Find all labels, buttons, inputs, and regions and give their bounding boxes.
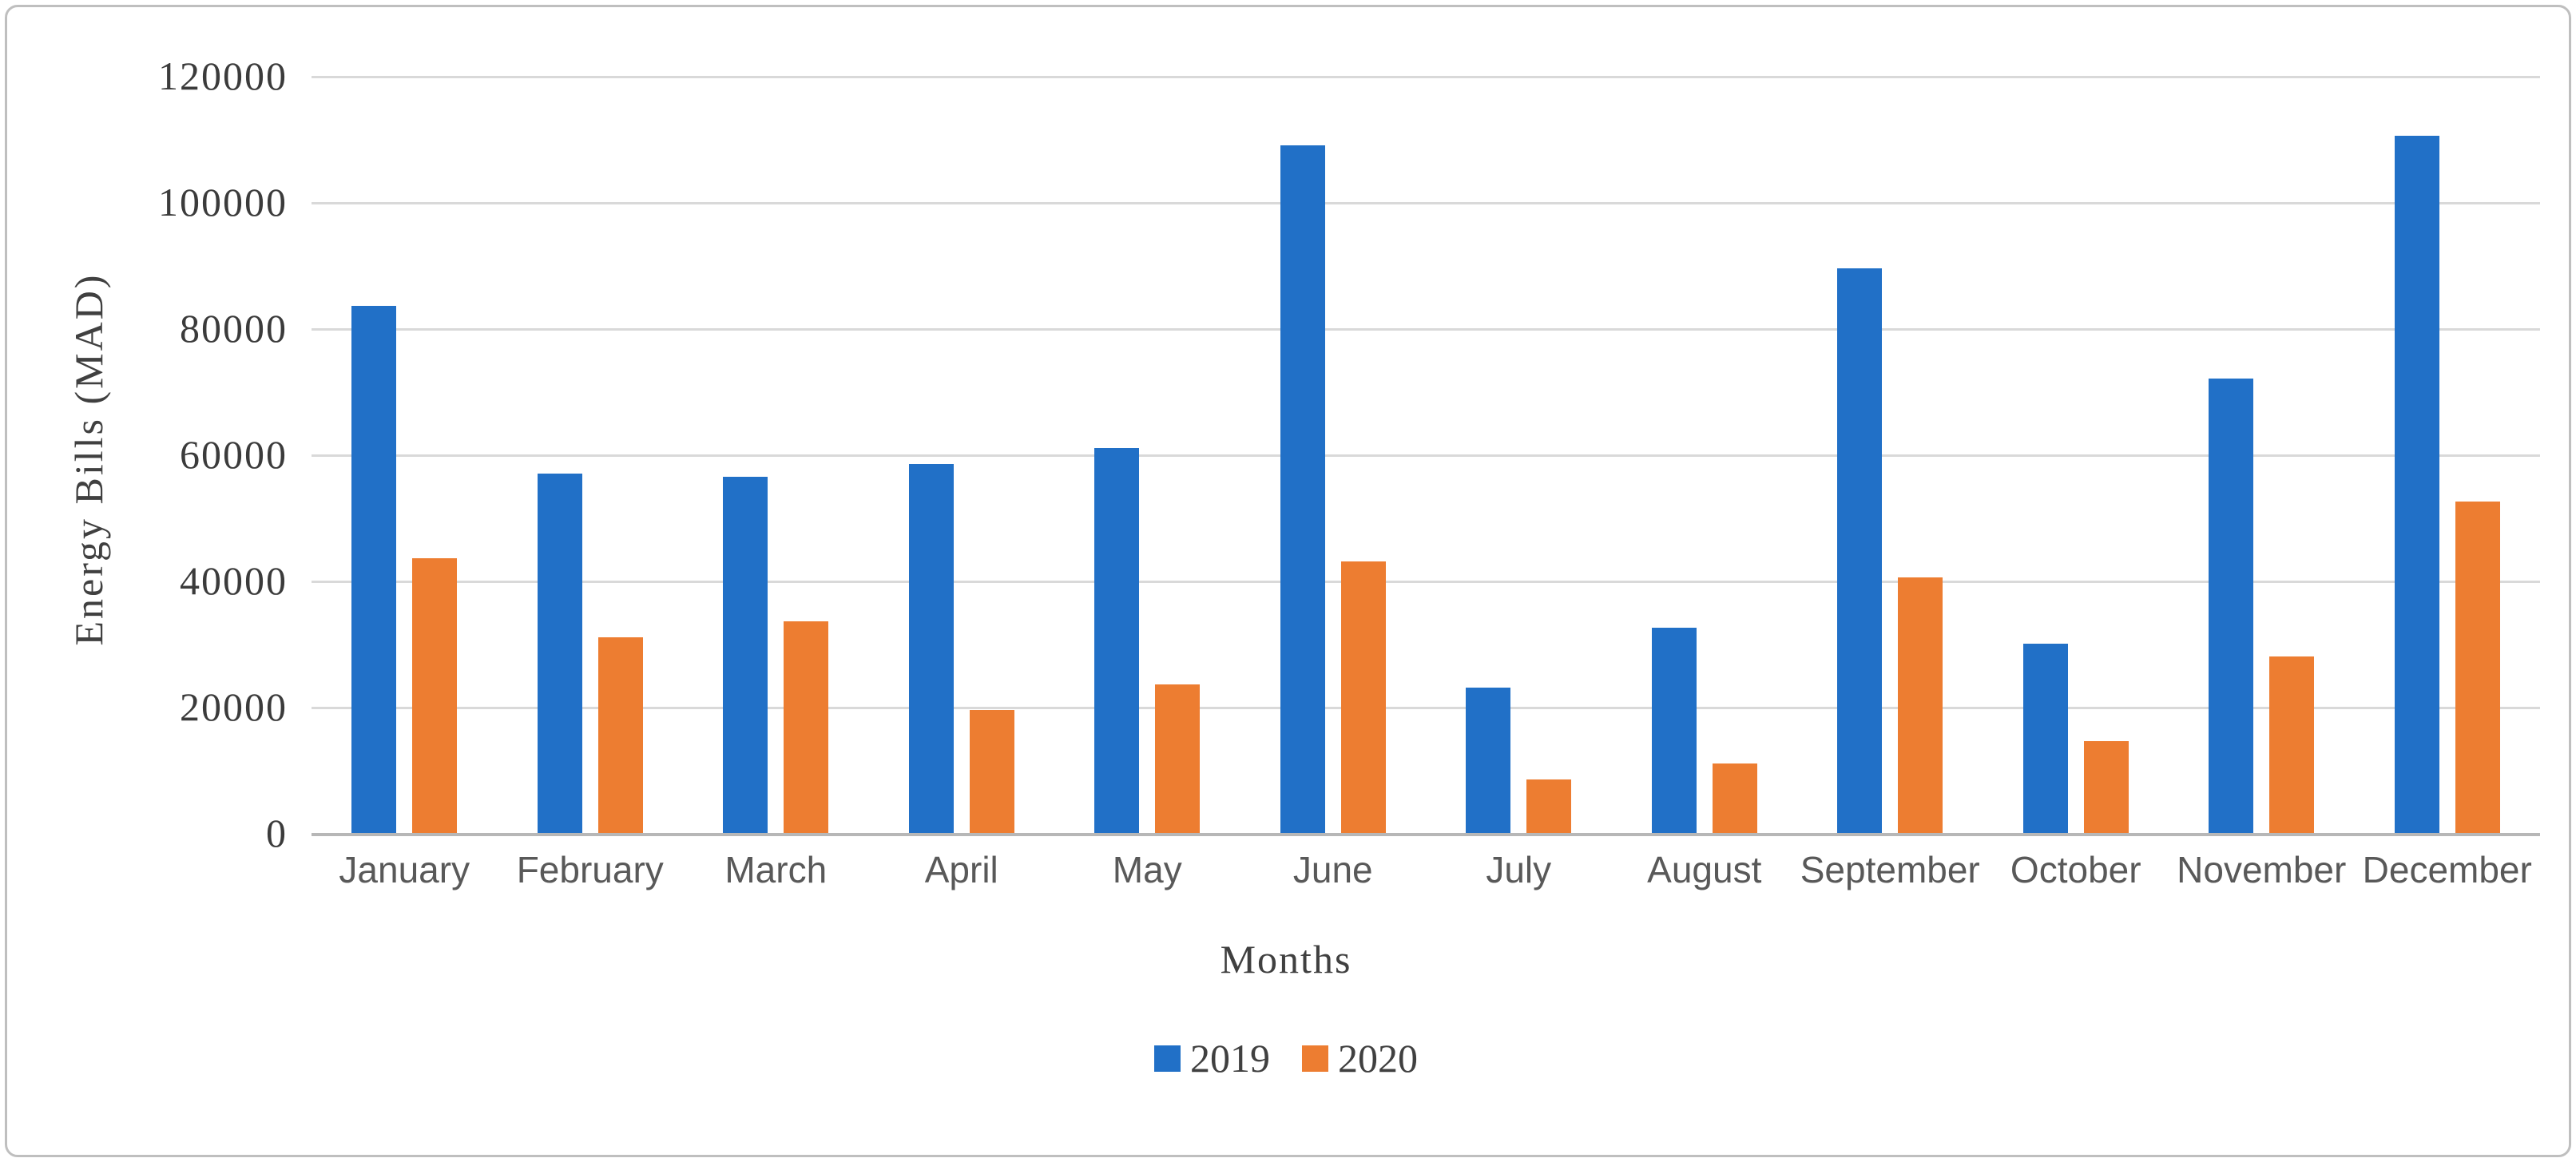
bar-2019-december	[2394, 136, 2439, 833]
legend-swatch-2019	[1154, 1045, 1181, 1072]
bar-group-october	[2022, 644, 2129, 833]
x-tick-label-may: May	[1112, 849, 1182, 890]
bar-2019-april	[908, 463, 954, 833]
x-tick-label-june: June	[1292, 849, 1373, 890]
bar-group-november	[2209, 379, 2315, 833]
bar-2019-november	[2209, 379, 2254, 833]
x-tick-label-september: September	[1800, 849, 1980, 890]
x-tick-label-august: August	[1647, 849, 1762, 890]
legend-swatch-2020	[1302, 1045, 1328, 1072]
bar-2020-december	[2455, 502, 2500, 833]
x-axis-line	[312, 833, 2540, 836]
y-tick-label-0: 0	[266, 811, 288, 855]
gridline-20000	[312, 707, 2540, 709]
legend: 2019 2020	[24, 1035, 2548, 1081]
bar-group-july	[1466, 688, 1572, 833]
x-axis-tick-labels: January February March April May June July Augu…	[312, 848, 2540, 896]
bar-group-january	[351, 306, 458, 833]
bar-2019-august	[1651, 628, 1697, 833]
bar-group-december	[2394, 136, 2500, 833]
bar-group-february	[537, 473, 643, 833]
bar-2019-february	[537, 473, 582, 833]
x-tick-label-february: February	[516, 849, 664, 890]
legend-item-2020: 2020	[1302, 1035, 1418, 1081]
y-tick-label-100000: 100000	[158, 180, 288, 224]
bar-2019-march	[723, 476, 768, 833]
bar-group-april	[908, 463, 1014, 833]
x-axis-title-row: Months	[24, 936, 2548, 982]
legend-label-2020: 2020	[1338, 1036, 1418, 1081]
bar-2020-september	[1898, 577, 1943, 833]
bar-2020-june	[1340, 561, 1386, 833]
bar-group-june	[1280, 145, 1386, 833]
gridline-80000	[312, 328, 2540, 331]
bar-group-may	[1094, 448, 1201, 833]
bar-group-march	[723, 476, 829, 833]
bar-2019-january	[351, 306, 397, 833]
bar-2020-march	[784, 621, 829, 833]
bar-2019-october	[2022, 644, 2068, 833]
x-tick-label-march: March	[724, 849, 828, 890]
plot-area	[312, 76, 2540, 836]
x-axis-title: Months	[1220, 937, 1352, 982]
bar-2020-february	[597, 637, 643, 833]
bar-2020-january	[412, 558, 458, 833]
y-tick-label-20000: 20000	[180, 684, 288, 729]
gridline-100000	[312, 202, 2540, 204]
gridline-40000	[312, 581, 2540, 583]
y-tick-label-120000: 120000	[158, 54, 288, 98]
bar-2019-june	[1280, 145, 1325, 833]
x-tick-label-january: January	[339, 849, 470, 890]
bar-2020-may	[1155, 684, 1201, 833]
x-tick-label-october: October	[2010, 849, 2141, 890]
x-tick-label-december: December	[2362, 849, 2532, 890]
legend-item-2019: 2019	[1154, 1035, 1270, 1081]
y-axis-tick-labels: 0 20000 40000 60000 80000 100000 120000	[0, 56, 288, 853]
legend-label-2019: 2019	[1190, 1036, 1270, 1081]
bar-2019-may	[1094, 448, 1140, 833]
x-tick-label-november: November	[2177, 849, 2347, 890]
y-tick-label-60000: 60000	[180, 432, 288, 477]
y-tick-label-40000: 40000	[180, 558, 288, 603]
bar-2020-august	[1712, 763, 1757, 833]
bar-2020-november	[2269, 656, 2315, 833]
gridline-120000	[312, 76, 2540, 78]
x-tick-label-april: April	[924, 849, 998, 890]
gridline-60000	[312, 454, 2540, 457]
bar-group-september	[1837, 268, 1943, 833]
bar-2019-september	[1837, 268, 1883, 833]
bar-2020-july	[1526, 779, 1572, 833]
bar-2019-july	[1466, 688, 1511, 833]
y-tick-label-80000: 80000	[180, 306, 288, 351]
x-tick-label-july: July	[1486, 849, 1552, 890]
bar-2020-april	[969, 709, 1014, 833]
bar-2020-october	[2083, 741, 2129, 833]
bar-group-august	[1651, 628, 1757, 833]
